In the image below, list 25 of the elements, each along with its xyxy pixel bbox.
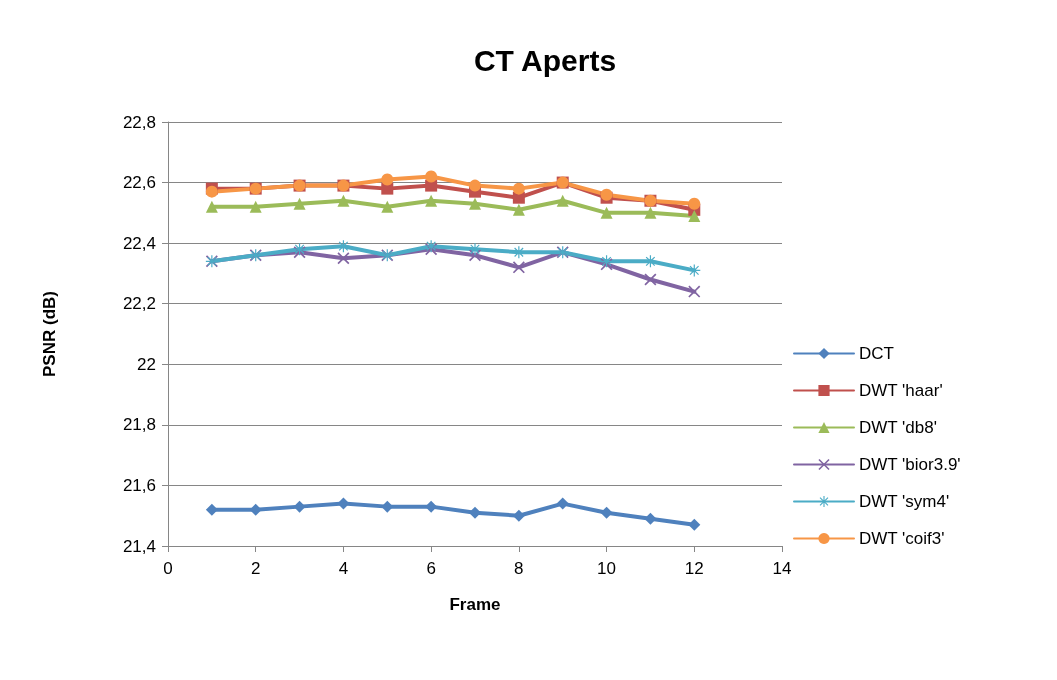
x-tick-label: 2 xyxy=(250,559,261,578)
legend-label: DWT 'db8' xyxy=(859,418,937,437)
y-tick-label: 22,4 xyxy=(122,233,156,253)
legend-label: DWT 'bior3.9' xyxy=(859,455,961,474)
legend-label: DCT xyxy=(859,344,894,363)
x-tick-label: 10 xyxy=(597,559,617,578)
chart-title: CT Aperts xyxy=(473,43,617,77)
legend-label: DWT 'coif3' xyxy=(859,529,945,548)
y-tick-label: 21,8 xyxy=(122,415,156,435)
legend-label: DWT 'sym4' xyxy=(859,492,950,511)
x-tick-label: 14 xyxy=(772,559,792,578)
y-tick-label: 22 xyxy=(137,354,156,374)
x-tick-label: 8 xyxy=(514,559,524,578)
legend-label: DWT 'haar' xyxy=(859,381,943,400)
y-tick-label: 22,8 xyxy=(122,112,156,132)
y-tick-label: 22,6 xyxy=(122,173,156,193)
y-tick-label: 21,6 xyxy=(122,475,156,495)
x-tick-label: 6 xyxy=(426,559,436,578)
y-tick-label: 21,4 xyxy=(122,536,156,556)
x-tick-label: 0 xyxy=(163,559,173,578)
y-axis-title: PSNR (dB) xyxy=(40,291,59,377)
x-tick-label: 4 xyxy=(338,559,349,578)
x-axis-title: Frame xyxy=(449,595,501,614)
x-tick-label: 12 xyxy=(684,559,704,578)
y-tick-label: 22,2 xyxy=(122,294,156,314)
